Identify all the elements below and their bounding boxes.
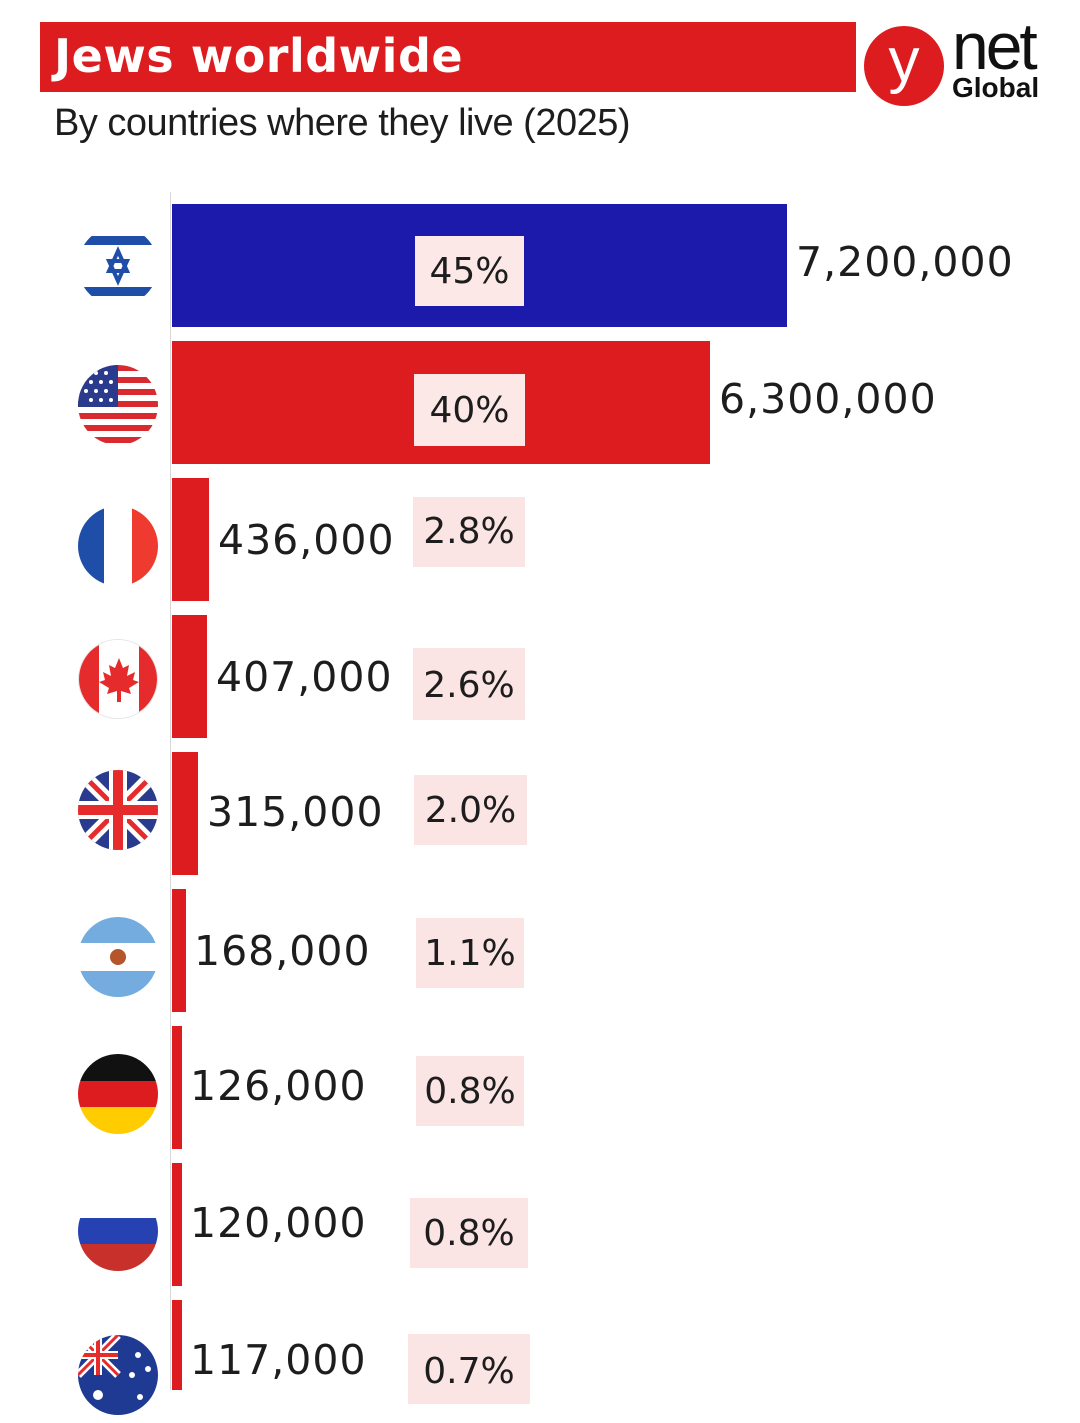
value-label: 117,000 <box>190 1336 367 1384</box>
chart-subtitle: By countries where they live (2025) <box>54 102 631 144</box>
chart-title: Jews worldwide <box>54 29 464 83</box>
value-label: 315,000 <box>207 788 384 836</box>
bar-france <box>172 478 209 601</box>
bar-canada <box>172 615 207 738</box>
bar-row-russia: 120,000 0.8% <box>0 1163 1080 1286</box>
canada-flag-icon <box>78 639 158 719</box>
pct-label: 2.6% <box>413 648 525 720</box>
value-label: 168,000 <box>194 927 371 975</box>
value-label: 7,200,000 <box>796 238 1014 286</box>
france-flag-icon <box>78 506 158 586</box>
bar-uk <box>172 752 198 875</box>
germany-flag-icon <box>78 1054 158 1134</box>
israel-flag-icon <box>78 226 158 306</box>
value-label: 6,300,000 <box>719 375 937 423</box>
y-axis-line <box>170 192 171 1390</box>
bar-row-germany: 126,000 0.8% <box>0 1026 1080 1149</box>
bar-row-australia: 117,000 0.7% <box>0 1300 1080 1423</box>
value-label: 436,000 <box>218 516 395 564</box>
bar-row-canada: 407,000 2.6% <box>0 615 1080 738</box>
pct-label: 0.8% <box>416 1056 524 1126</box>
pct-label: 0.7% <box>408 1334 530 1404</box>
bar-australia <box>172 1300 182 1390</box>
uk-flag-icon <box>78 770 158 850</box>
ynet-global-logo: y net Global <box>864 9 1054 110</box>
title-banner: Jews worldwide <box>40 22 856 92</box>
bar-row-argentina: 168,000 1.1% <box>0 889 1080 1012</box>
bar-row-uk: 315,000 2.0% <box>0 752 1080 875</box>
pct-label: 2.8% <box>413 497 525 567</box>
value-label: 407,000 <box>216 653 393 701</box>
pct-label: 45% <box>415 236 524 306</box>
bar-germany <box>172 1026 182 1149</box>
logo-mark: y <box>864 26 944 106</box>
pct-label: 0.8% <box>410 1198 528 1268</box>
argentina-flag-icon <box>78 917 158 997</box>
pct-label: 40% <box>414 374 525 446</box>
pct-label: 2.0% <box>414 775 527 845</box>
usa-flag-icon <box>78 365 158 445</box>
bar-row-usa: 40% 6,300,000 <box>0 341 1080 464</box>
bar-row-israel: 45% 7,200,000 <box>0 204 1080 327</box>
australia-flag-icon <box>78 1335 158 1415</box>
russia-flag-icon <box>78 1191 158 1271</box>
bar-russia <box>172 1163 182 1286</box>
value-label: 126,000 <box>190 1062 367 1110</box>
pct-label: 1.1% <box>416 918 524 988</box>
logo-name: net <box>952 9 1038 83</box>
bar-argentina <box>172 889 186 1012</box>
logo-sub: Global <box>952 72 1040 103</box>
value-label: 120,000 <box>190 1199 367 1247</box>
bar-row-france: 436,000 2.8% <box>0 478 1080 601</box>
